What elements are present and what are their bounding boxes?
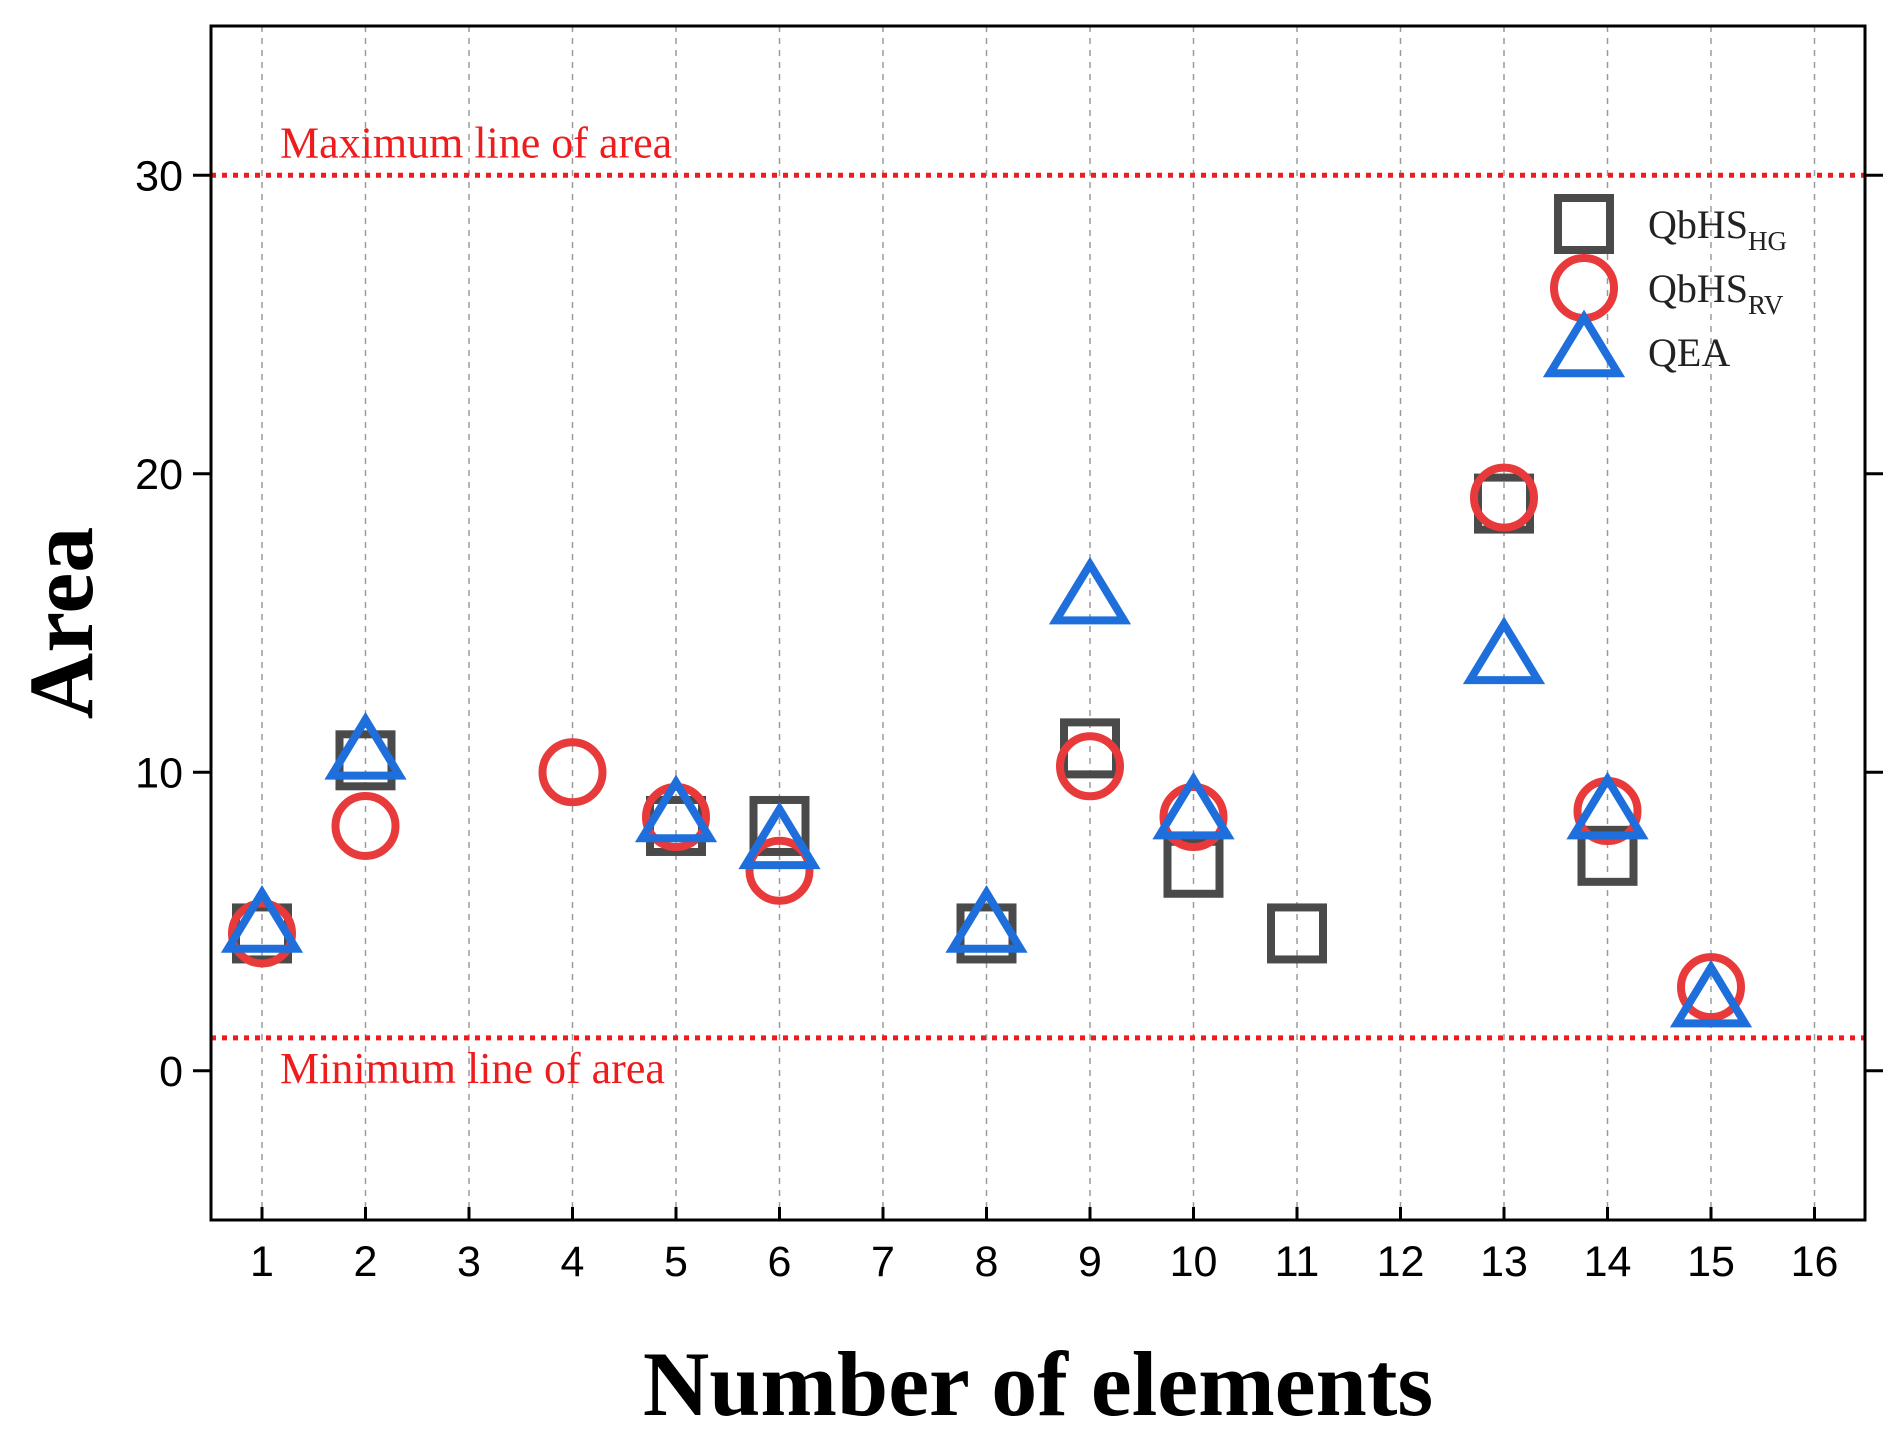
point-triangle [1462,616,1546,685]
point-circle [228,899,296,968]
legend-label: QbHSRV [1648,266,1784,320]
point-triangle [634,774,718,843]
point-circle [1470,463,1538,532]
legend-marker-triangle [1542,309,1626,378]
data-points [220,463,1753,1028]
y-tick-label: 10 [135,749,183,797]
point-square [1267,903,1327,964]
x-tick-label: 15 [1687,1238,1735,1286]
max-line-label: Maximum line of area [280,118,672,167]
legend-label-sub: RV [1748,290,1784,320]
x-tick-label: 4 [561,1238,585,1286]
plot-area-frame [209,24,1867,1222]
x-tick-label: 6 [768,1238,792,1286]
point-triangle [1566,771,1649,840]
y-tick-label: 20 [135,451,183,499]
x-tick-label: 5 [664,1238,688,1286]
point-square [749,795,810,856]
legend-label-main: QbHS [1648,202,1748,247]
x-tick-label: 1 [250,1238,274,1286]
point-circle [538,738,607,807]
point-circle [1677,953,1745,1022]
y-tick-label: 0 [159,1048,183,1096]
point-circle [331,791,400,860]
legend-label: QEA [1648,330,1730,375]
point-circle [1056,732,1124,801]
x-tick-label: 16 [1791,1238,1839,1286]
legend-label-sub: HG [1748,226,1787,256]
point-square [1577,825,1638,886]
x-tick-label: 13 [1480,1238,1528,1286]
point-triangle [220,885,304,953]
x-tick-label: 14 [1584,1238,1632,1286]
x-tick-label: 9 [1078,1238,1102,1286]
x-tick-label: 11 [1275,1238,1320,1286]
point-triangle [1152,771,1235,840]
min-line-label: Minimum line of area [280,1044,665,1093]
y-axis-title: Area [10,527,112,719]
point-triangle [324,711,407,780]
x-tick-label: 2 [354,1238,378,1286]
x-tick-label: 12 [1377,1238,1425,1286]
x-axis-title: Number of elements [643,1333,1433,1430]
legend-label-main: QbHS [1648,266,1748,311]
point-circle [745,836,814,905]
legend-label-main: QEA [1648,330,1730,375]
point-square [1163,837,1224,898]
x-tick-label: 10 [1170,1238,1218,1286]
legend-marker-square [1554,194,1614,254]
point-triangle [738,801,821,870]
point-triangle [945,885,1028,953]
y-tick-label: 30 [135,152,183,200]
reference-lines: Maximum line of area Minimum line of area [211,118,1865,1093]
point-triangle [1669,959,1753,1028]
x-tick-label: 7 [871,1238,895,1286]
x-tick-label: 3 [457,1238,481,1286]
legend-label: QbHSHG [1648,202,1787,256]
point-triangle [1048,556,1132,625]
x-tick-label: 8 [975,1238,999,1286]
